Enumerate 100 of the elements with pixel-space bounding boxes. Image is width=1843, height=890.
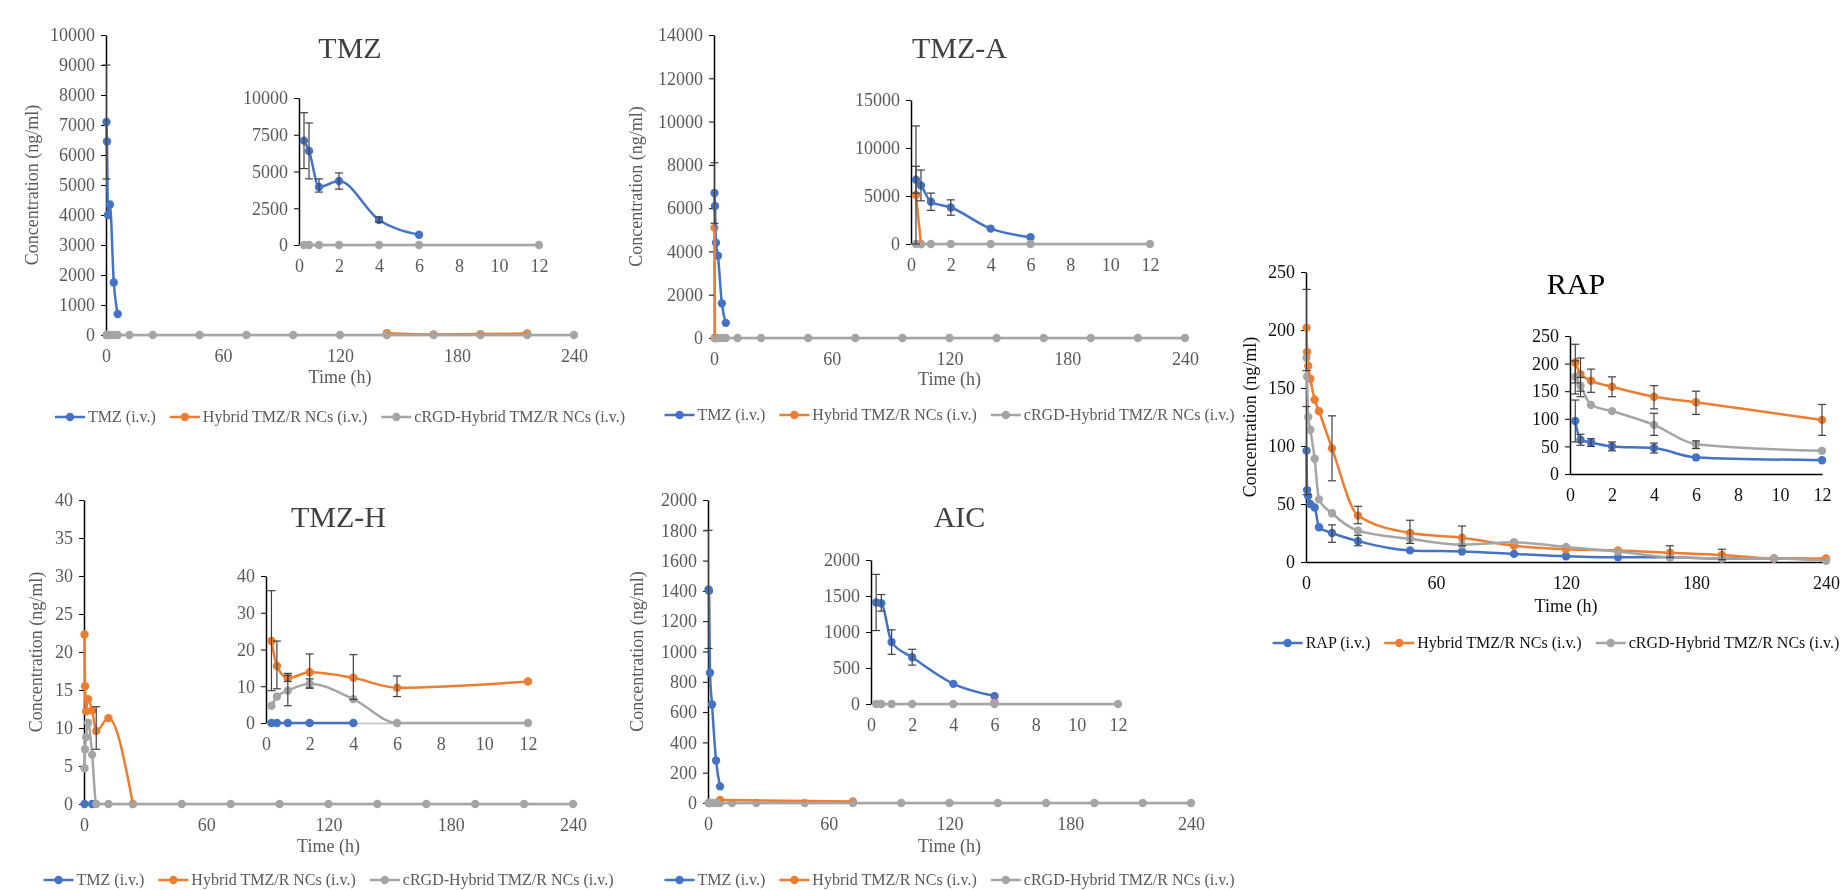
- y-tick-label: 12000: [658, 68, 703, 89]
- y-tick-label: 4000: [667, 241, 703, 262]
- y-tick-label: 200: [1532, 353, 1559, 374]
- legend-label: Hybrid TMZ/R NCs (i.v.): [1417, 634, 1582, 652]
- y-tick-label: 10000: [50, 25, 95, 46]
- x-tick-label: 180: [1683, 572, 1710, 593]
- y-tick-label: 7000: [59, 115, 95, 136]
- x-tick-label: 180: [1054, 348, 1082, 369]
- x-axis-title: Time (h): [918, 836, 981, 857]
- x-tick-label: 240: [560, 814, 587, 835]
- x-tick-label: 0: [907, 254, 916, 275]
- x-tick-label: 8: [1031, 714, 1041, 735]
- x-tick-label: 6: [1692, 484, 1701, 505]
- y-tick-label: 2000: [667, 284, 703, 305]
- x-tick-label: 120: [936, 813, 964, 834]
- y-tick-label: 400: [670, 732, 697, 753]
- y-tick-label: 0: [1550, 464, 1559, 485]
- x-tick-label: 12: [1813, 484, 1832, 505]
- y-tick-label: 800: [670, 672, 697, 693]
- x-tick-label: 2: [946, 254, 956, 275]
- y-tick-label: 0: [279, 235, 288, 256]
- chart-title: TMZ-A: [912, 31, 1008, 64]
- y-axis-title: Concentration (ng/ml): [626, 106, 647, 267]
- y-axis-title: Concentration (ng/ml): [627, 571, 648, 732]
- legend-label: cRGD-Hybrid TMZ/R NCs (i.v.): [1628, 634, 1840, 652]
- x-tick-label: 8: [436, 733, 446, 754]
- legend-label: TMZ (i.v.): [76, 871, 145, 889]
- y-tick-label: 10000: [658, 111, 703, 132]
- x-axis-title: Time (h): [297, 836, 360, 857]
- x-tick-label: 0: [1566, 484, 1575, 505]
- y-tick-label: 1500: [824, 586, 860, 607]
- y-tick-label: 1400: [661, 581, 697, 602]
- y-tick-label: 4000: [59, 205, 95, 226]
- y-tick-label: 600: [670, 702, 697, 723]
- x-tick-label: 0: [295, 255, 304, 276]
- chart-title: TMZ: [318, 31, 382, 64]
- legend-label: Hybrid TMZ/R NCs (i.v.): [812, 406, 977, 424]
- legend-label: TMZ (i.v.): [697, 871, 766, 889]
- x-tick-label: 2: [335, 255, 344, 276]
- x-tick-label: 4: [349, 733, 359, 754]
- y-tick-label: 10000: [855, 138, 900, 159]
- x-tick-label: 240: [1178, 813, 1205, 834]
- x-tick-label: 4: [375, 255, 384, 276]
- legend-label: cRGD-Hybrid TMZ/R NCs (i.v.): [1023, 871, 1235, 889]
- x-tick-label: 60: [197, 814, 216, 835]
- y-tick-label: 1200: [661, 611, 697, 632]
- y-tick-label: 1600: [661, 550, 697, 571]
- y-tick-label: 9000: [59, 55, 95, 76]
- y-tick-label: 0: [688, 793, 697, 814]
- x-tick-label: 12: [530, 255, 549, 276]
- y-tick-label: 2500: [252, 198, 288, 219]
- y-tick-label: 7500: [252, 125, 288, 146]
- x-tick-label: 12: [519, 733, 538, 754]
- x-tick-label: 6: [1026, 254, 1036, 275]
- y-tick-label: 1000: [661, 641, 697, 662]
- y-tick-label: 8000: [59, 85, 95, 106]
- y-tick-label: 0: [1286, 552, 1295, 573]
- y-tick-label: 5: [64, 756, 73, 777]
- legend-label: Hybrid TMZ/R NCs (i.v.): [191, 871, 356, 889]
- x-tick-label: 120: [315, 814, 343, 835]
- y-axis-title: Concentration (ng/ml): [26, 571, 47, 733]
- x-tick-label: 10: [1101, 254, 1120, 275]
- chart-title: AIC: [933, 500, 986, 533]
- y-tick-label: 10: [237, 676, 255, 697]
- x-tick-label: 240: [1172, 348, 1199, 369]
- y-tick-label: 6000: [667, 198, 703, 219]
- x-tick-label: 4: [949, 714, 959, 735]
- x-tick-label: 8: [455, 255, 464, 276]
- y-tick-label: 20: [237, 639, 255, 660]
- y-tick-label: 150: [1268, 378, 1295, 399]
- x-tick-label: 60: [823, 348, 842, 369]
- x-tick-label: 120: [936, 348, 964, 369]
- x-tick-label: 60: [1427, 572, 1446, 593]
- y-tick-label: 1000: [59, 295, 95, 316]
- legend-label: cRGD-Hybrid TMZ/R NCs (i.v.): [1023, 406, 1235, 424]
- x-tick-label: 240: [561, 345, 588, 366]
- y-tick-label: 0: [86, 325, 95, 346]
- x-tick-label: 120: [1553, 572, 1580, 593]
- y-tick-label: 14000: [658, 25, 703, 46]
- x-tick-label: 180: [437, 814, 465, 835]
- x-tick-label: 6: [393, 733, 402, 754]
- y-tick-label: 15000: [855, 90, 900, 111]
- x-tick-label: 8: [1734, 484, 1743, 505]
- x-tick-label: 8: [1066, 254, 1076, 275]
- x-tick-label: 180: [444, 345, 471, 366]
- legend-label: RAP (i.v.): [1305, 634, 1371, 652]
- legend-label: Hybrid TMZ/R NCs (i.v.): [202, 408, 368, 426]
- y-tick-label: 25: [55, 604, 73, 625]
- y-tick-label: 40: [55, 490, 73, 511]
- y-tick-label: 5000: [59, 175, 95, 196]
- x-tick-label: 4: [1650, 484, 1659, 505]
- y-tick-label: 100: [1532, 409, 1559, 430]
- x-tick-label: 0: [1302, 572, 1311, 593]
- legend-label: TMZ (i.v.): [88, 408, 156, 426]
- y-tick-label: 8000: [667, 155, 703, 176]
- y-tick-label: 40: [237, 566, 255, 587]
- y-tick-label: 15: [55, 680, 73, 701]
- y-tick-label: 30: [237, 603, 255, 624]
- y-tick-label: 200: [1268, 320, 1295, 341]
- y-axis-title: Concentration (ng/ml): [1240, 336, 1261, 498]
